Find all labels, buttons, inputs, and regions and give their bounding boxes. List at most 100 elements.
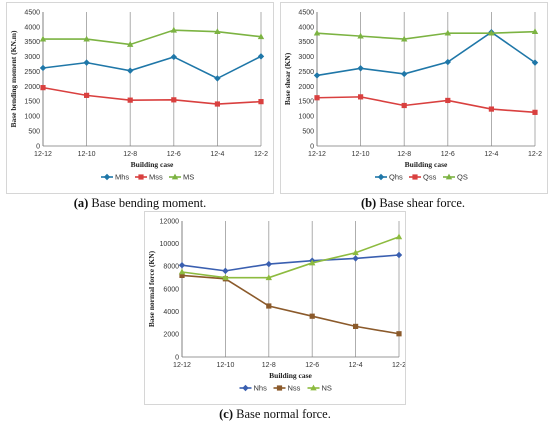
x-tick-label: 12-12 (34, 151, 52, 158)
y-tick-label: 4000 (298, 24, 314, 31)
series-NS (178, 233, 403, 281)
data-point-NS (395, 233, 403, 240)
y-tick-label: 2500 (24, 69, 40, 76)
series-Nhs (178, 251, 403, 275)
series-line-NS (181, 236, 400, 279)
series-Mss (40, 85, 264, 107)
data-point-MS (257, 33, 265, 40)
shear-force-chart: 0 500 1000 1500 2000 2500 3000 3500 4000 4500 12-1… (283, 9, 542, 182)
series-line-Nhs (181, 254, 400, 272)
legend-label-QS: QS (457, 173, 468, 182)
data-point-Mss (171, 97, 177, 103)
series-QS (313, 28, 539, 42)
y-tick-label: 3000 (298, 54, 314, 61)
data-point-Nss (179, 272, 185, 278)
y-tick-label: 12000 (160, 218, 180, 225)
data-point-Qss (401, 102, 407, 109)
series-line-Nss (181, 274, 400, 335)
y-tick-label: 500 (28, 129, 40, 136)
data-point-Qhs (401, 70, 408, 78)
y-tick-label: 2000 (298, 84, 314, 91)
x-tick-label: 12-2 (528, 151, 542, 158)
y-axis-title: Base normal force (KN) (147, 250, 156, 327)
x-tick-label: 12-8 (262, 362, 276, 369)
data-point-Nhs (222, 267, 229, 275)
series-line-Mss (42, 86, 262, 105)
data-point-QS (401, 35, 408, 42)
series-Nss (179, 272, 402, 337)
legend-label-Mhs: Mhs (115, 173, 129, 182)
x-tick-label: 12-2 (392, 362, 405, 369)
x-tick-label: 12-8 (123, 151, 137, 158)
x-tick-label: 12-12 (173, 362, 191, 369)
y-tick-label: 3500 (24, 39, 40, 46)
x-axis-title: Building case (269, 371, 312, 380)
data-point-QS (531, 28, 539, 35)
x-tick-label: 12-4 (349, 362, 363, 369)
y-axis-title: Base bending moment (KN.m) (9, 30, 18, 128)
data-point-Qhs (357, 65, 364, 72)
bending-moment-chart: 0 500 1000 1500 2000 2500 3000 3500 4000 4500 12-1… (9, 9, 268, 182)
y-tick-label: 0 (310, 143, 314, 150)
x-tick-label: 12-10 (78, 151, 96, 158)
data-point-Qss (532, 109, 538, 115)
x-tick-label: 12-10 (352, 151, 370, 158)
data-point-MS (39, 35, 47, 42)
series-MS (39, 26, 265, 47)
y-tick-label: 6000 (163, 286, 179, 293)
data-point-QS (313, 29, 321, 36)
series-line-Qhs (316, 31, 536, 77)
legend-marker-Qhs (377, 173, 385, 181)
legend-label-Qss: Qss (423, 173, 437, 182)
data-point-Qhs (313, 72, 321, 79)
y-axis-title: Base shear (KN) (283, 52, 292, 105)
data-point-NS (309, 259, 316, 266)
caption-b: (b) Base shear force. (360, 196, 466, 210)
data-point-Nhs (178, 262, 186, 269)
y-tick-label: 2000 (163, 332, 179, 339)
y-tick-label: 1000 (298, 114, 314, 121)
normal-force-chart: 0 2000 4000 6000 8000 10000 12000 12-12 12-10 12-… (147, 218, 405, 393)
data-point-QS (444, 29, 451, 36)
data-point-MS (127, 41, 134, 47)
series-line-QS (316, 30, 536, 40)
data-point-QS (488, 29, 495, 36)
y-tick-label: 10000 (160, 241, 180, 248)
legend-marker-Qss (412, 174, 418, 180)
data-point-MS (214, 28, 221, 35)
data-point-Mhs (39, 64, 47, 72)
data-point-Mhs (127, 67, 134, 74)
data-point-Nhs (352, 255, 359, 262)
data-point-Qss (445, 97, 451, 104)
data-point-Mhs (214, 75, 221, 82)
legend-marker-Nhs (242, 384, 249, 392)
y-tick-label: 0 (175, 354, 179, 361)
y-tick-label: 1500 (298, 99, 314, 106)
data-point-Qss (358, 94, 364, 100)
x-tick-label: 12-6 (167, 151, 181, 158)
data-point-MS (170, 26, 177, 33)
data-point-Nss (266, 303, 272, 309)
series-Mhs (39, 53, 265, 82)
chart-panel-bending-moment: 0 500 1000 1500 2000 2500 3000 3500 4000 4500 12-1… (6, 2, 274, 194)
y-tick-label: 2000 (24, 84, 40, 91)
data-point-Nss (353, 323, 359, 329)
series-line-Qss (316, 96, 536, 114)
chart-panel-normal-force: 0 2000 4000 6000 8000 10000 12000 12-12 12-10 12-… (144, 211, 406, 405)
y-tick-label: 4000 (24, 24, 40, 31)
legend-marker-Nss (276, 385, 283, 391)
legend-marker-Mhs (103, 173, 111, 181)
y-tick-label: 4000 (163, 309, 179, 316)
y-tick-label: 500 (302, 129, 314, 136)
data-point-Mhs (257, 53, 265, 60)
y-tick-label: 1000 (24, 114, 40, 121)
legend-label-Nss: Nss (288, 384, 301, 393)
data-point-Mss (214, 101, 220, 107)
y-tick-label: 2500 (298, 69, 314, 76)
x-tick-label: 12-2 (254, 151, 268, 158)
data-point-Mss (40, 85, 46, 91)
x-tick-label: 12-10 (216, 362, 234, 369)
data-point-Mss (84, 92, 90, 98)
x-tick-label: 12-12 (308, 151, 326, 158)
data-point-QS (357, 32, 364, 39)
